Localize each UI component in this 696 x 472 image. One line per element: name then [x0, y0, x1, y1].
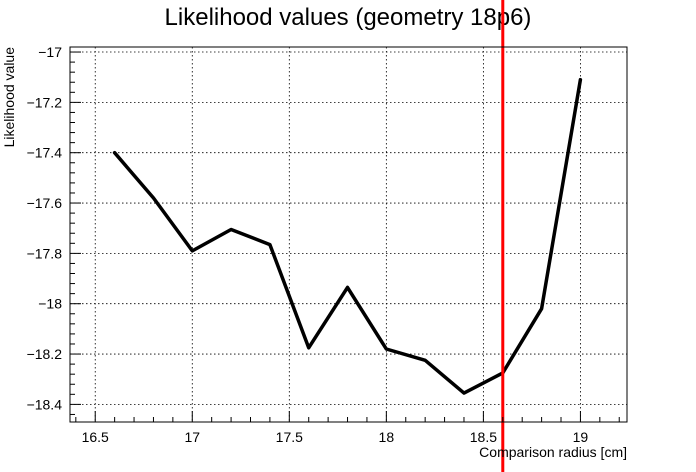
y-axis: −17 −17.2 −17.4 −17.6 −17.8 −18 −18.2 −18.4 — [27, 44, 81, 415]
y-tick-label: −18.2 — [27, 346, 63, 362]
x-tick-label: 16.5 — [82, 429, 109, 445]
y-tick-label: −17.4 — [27, 145, 63, 161]
y-tick-label: −18 — [38, 296, 62, 312]
plot-frame — [69, 46, 628, 423]
y-tick-label: −17.6 — [27, 195, 63, 211]
x-tick-label: 18 — [379, 429, 395, 445]
x-tick-label: 19 — [573, 429, 589, 445]
x-tick-label: 17 — [184, 429, 200, 445]
y-tick-label: −17.2 — [27, 94, 63, 110]
series-layer — [112, 77, 583, 395]
y-tick-label: −17.8 — [27, 245, 63, 261]
x-axis: 16.5 17 17.5 18 18.5 19 — [75, 411, 620, 445]
x-tick-label: 17.5 — [276, 429, 303, 445]
y-tick-label: −18.4 — [27, 396, 63, 412]
grid — [70, 47, 627, 422]
x-tick-label: 18.5 — [470, 429, 497, 445]
x-axis-label: Comparison radius [cm] — [479, 444, 627, 460]
y-axis-label: Likelihood value — [1, 47, 17, 148]
chart-title: Likelihood values (geometry 18p6) — [165, 4, 532, 31]
y-tick-label: −17 — [38, 44, 62, 60]
likelihood-series-line — [112, 77, 583, 395]
